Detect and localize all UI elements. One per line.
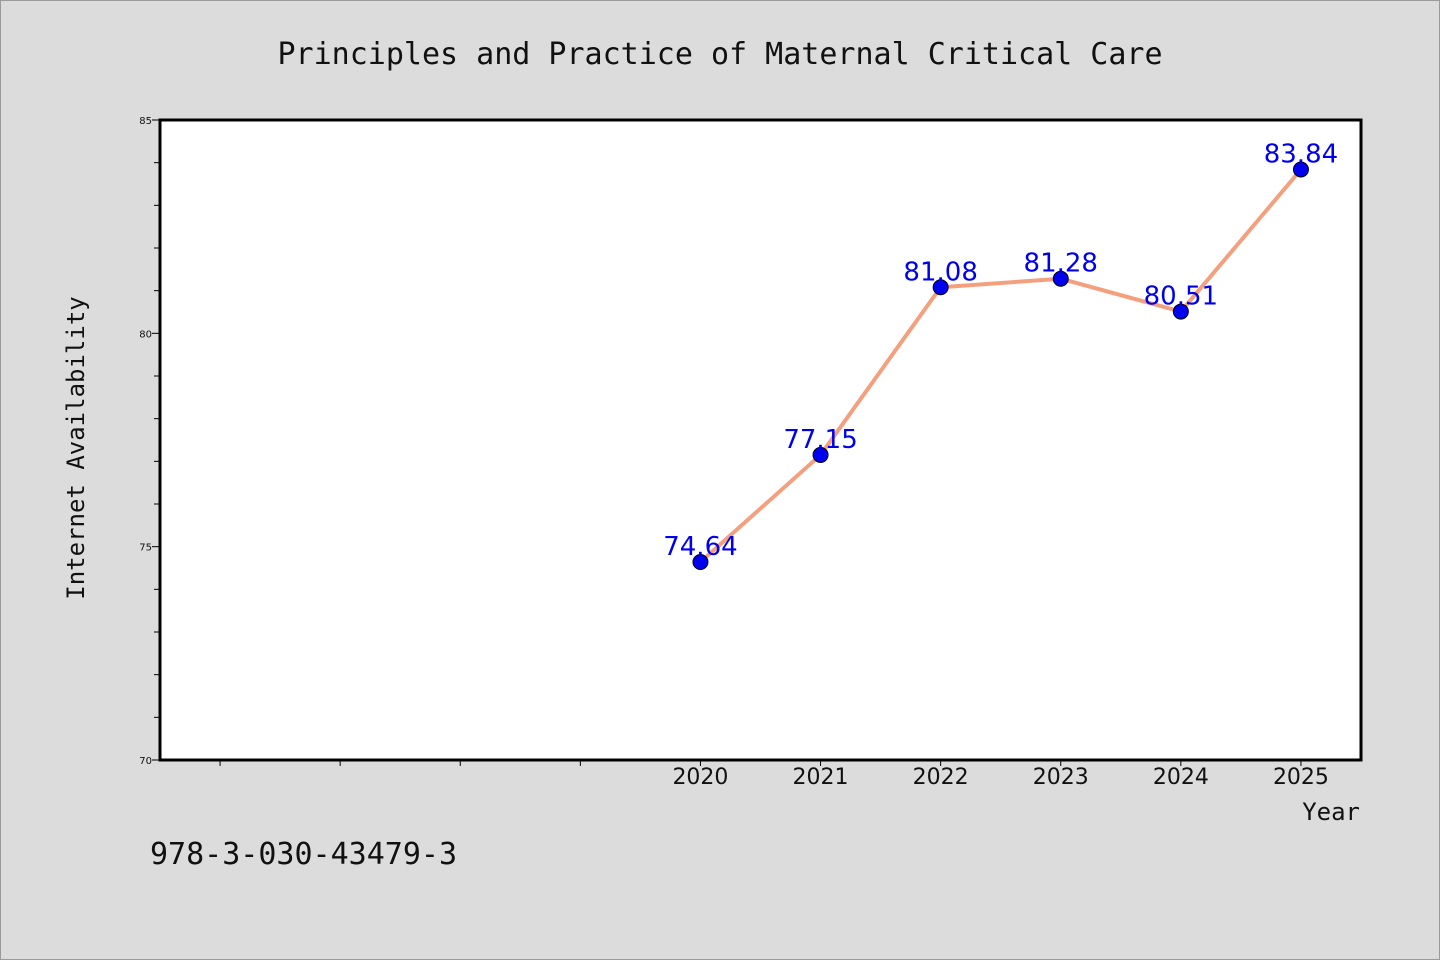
y-tick-label: 75 bbox=[139, 543, 152, 554]
isbn-footer: 978-3-030-43479-3 bbox=[150, 837, 457, 872]
data-label: 81.08 bbox=[903, 257, 977, 287]
x-tick-label: 2020 bbox=[672, 765, 728, 790]
data-point bbox=[1172, 303, 1189, 320]
x-tick-label: 2024 bbox=[1153, 765, 1209, 790]
data-point bbox=[932, 279, 949, 296]
y-tick-label: 70 bbox=[139, 756, 152, 767]
x-tick-label: 2022 bbox=[913, 765, 969, 790]
data-point bbox=[1052, 270, 1069, 287]
plot-area bbox=[158, 118, 1363, 762]
data-label: 83.84 bbox=[1264, 139, 1338, 169]
x-tick-label: 2021 bbox=[793, 765, 849, 790]
x-tick-label: 2025 bbox=[1273, 765, 1329, 790]
data-label: 80.51 bbox=[1144, 282, 1218, 312]
y-tick-label: 80 bbox=[139, 329, 152, 340]
data-label: 77.15 bbox=[783, 425, 857, 455]
data-point bbox=[812, 446, 829, 463]
y-axis: 70 75 80 85 bbox=[139, 116, 160, 767]
data-label: 81.28 bbox=[1024, 249, 1098, 279]
data-label: 74.64 bbox=[663, 532, 737, 562]
y-axis-label: Internet Availability bbox=[62, 296, 90, 599]
data-point bbox=[1292, 161, 1309, 178]
x-axis: 2020 2021 2022 2023 2024 2025 bbox=[219, 760, 1329, 790]
data-point bbox=[692, 554, 709, 571]
y-tick-label: 85 bbox=[139, 116, 152, 127]
series-group: 74.64 77.15 81.08 81.28 80.51 83.84 bbox=[663, 139, 1338, 571]
chart-title: Principles and Practice of Maternal Crit… bbox=[277, 37, 1162, 72]
x-tick-label: 2023 bbox=[1033, 765, 1089, 790]
x-axis-label: Year bbox=[1302, 798, 1360, 826]
series-line bbox=[698, 167, 1303, 565]
